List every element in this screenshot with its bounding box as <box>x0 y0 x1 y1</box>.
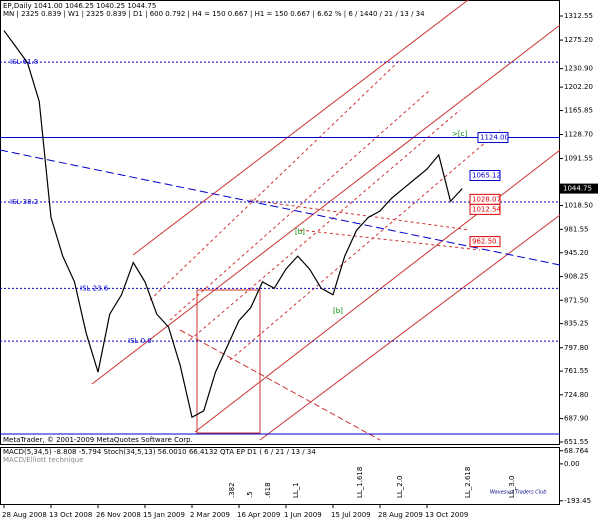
time-zone-label: .382 <box>228 482 236 498</box>
time-zone-label: LL_2.618 <box>464 467 472 498</box>
last-price-label: 1044.75 <box>563 185 592 193</box>
x-tick-label: 2 Mar 2009 <box>190 511 230 519</box>
footer: MetaTrader, © 2001-2009 MetaQuotes Softw… <box>3 436 193 444</box>
indicator-tick-label: 0.00 <box>564 460 580 468</box>
time-zone-label: LL_1 <box>292 482 300 498</box>
title: EP,Daily 1041.00 1046.25 1040.25 1044.75 <box>3 2 156 10</box>
price-box-label: 1028.07 <box>472 195 501 203</box>
indicator-sublabel: MACD/Elliott technique <box>3 456 84 464</box>
y-tick-label: 1202.20 <box>564 83 593 91</box>
isl-label: ISL 38.2 <box>10 198 38 206</box>
fib-fan <box>149 59 501 361</box>
x-tick-label: 16 Apr 2009 <box>237 511 280 519</box>
indicator-tick-label: 68.764 <box>564 447 589 455</box>
subtitle: MN | 2325 0.839 | W1 | 2325 0.839 | D1 |… <box>3 10 425 18</box>
isl-label: ISL 23.6 <box>80 284 109 292</box>
price-box <box>477 132 509 144</box>
x-tick-label: 13 Oct 2008 <box>49 511 92 519</box>
isl-label: ISL 0.0 <box>128 337 152 345</box>
price-box-label: 1012.54 <box>472 205 501 213</box>
y-tick-label: 1091.55 <box>564 154 593 162</box>
x-tick-label: 15 Jan 2009 <box>143 511 185 519</box>
y-tick-label: 1128.70 <box>564 130 593 138</box>
y-tick-label: 981.55 <box>564 225 589 233</box>
price-box <box>469 236 501 248</box>
time-zone-label: .618 <box>264 482 272 498</box>
time-zone-label: .5 <box>246 491 254 498</box>
y-tick-label: 1230.90 <box>564 65 593 73</box>
price-box-label: 1065.12 <box>472 171 501 179</box>
y-tick-label: 797.80 <box>564 344 589 352</box>
wave-label: [b] <box>295 228 305 236</box>
indicator-frame <box>0 447 560 505</box>
y-tick-label: 945.20 <box>564 249 589 257</box>
x-tick-label: 1 Jun 2009 <box>284 511 322 519</box>
y-tick-label: 687.90 <box>564 415 589 423</box>
x-tick-label: 26 Nov 2008 <box>96 511 141 519</box>
wave-label: >[c] <box>452 130 467 138</box>
y-tick-label: 761.55 <box>564 367 589 375</box>
time-zone-label: LL_1.618 <box>356 467 364 498</box>
wave-label: [b] <box>333 307 343 315</box>
x-tick-label: 28 Aug 2009 <box>378 511 423 519</box>
time-zone-label: LL_2.0 <box>396 476 404 498</box>
y-tick-label: 871.50 <box>564 296 589 304</box>
last-price-box <box>560 183 598 194</box>
y-tick-label: 835.25 <box>564 320 589 328</box>
price-line <box>3 30 463 419</box>
x-tick-label: 28 Aug 2008 <box>2 511 47 519</box>
x-tick-label: 15 Jul 2009 <box>331 511 371 519</box>
x-tick-label: 13 Oct 2009 <box>425 511 468 519</box>
main-frame <box>0 0 560 445</box>
price-box <box>469 169 501 181</box>
y-tick-label: 1165.85 <box>564 107 593 115</box>
y-tick-label: 1275.20 <box>564 36 593 44</box>
isl-label: ISL 61.8 <box>10 58 38 66</box>
price-box <box>469 203 501 215</box>
y-tick-label: 908.25 <box>564 273 589 281</box>
y-tick-label: 651.55 <box>564 438 589 446</box>
price-box-label: 1124.00 <box>480 134 509 142</box>
time-zones: .382 .5 .618 LL_1 LL_1.618 LL_2.0 LL_2.6… <box>228 467 516 498</box>
indicator-label: MACD(5,34,5) -8.808 -5.794 Stoch(34,5,13… <box>3 448 316 456</box>
y-tick-label: 724.80 <box>564 391 589 399</box>
watermark: Wavesurf Traders Club <box>490 490 546 496</box>
price-box-label: 962.50 <box>472 238 497 246</box>
time-zone-label: LL_3.0 <box>508 476 516 498</box>
y-tick-label: 1018.50 <box>564 202 593 210</box>
indicator-tick-label: -193.45 <box>564 497 591 505</box>
y-tick-label: 1312.55 <box>564 12 593 20</box>
channel-lines <box>91 0 561 441</box>
